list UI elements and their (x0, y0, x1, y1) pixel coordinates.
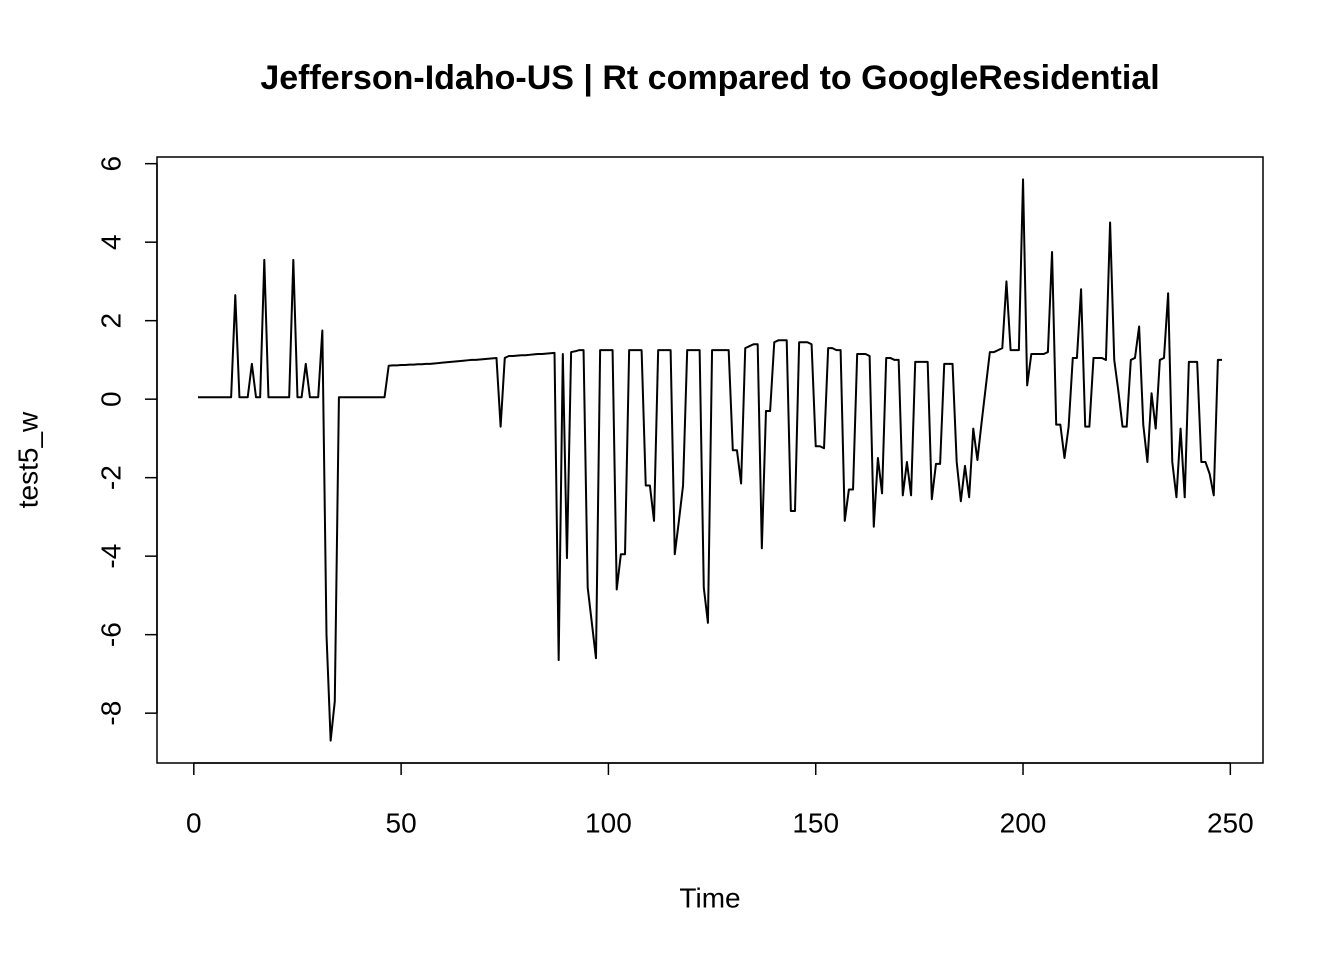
y-tick-label: 4 (95, 234, 126, 250)
y-tick-label: 6 (95, 156, 126, 172)
y-axis-label: test5_w (12, 411, 43, 508)
y-tick-label: -2 (95, 465, 126, 490)
x-tick-label: 150 (792, 807, 839, 838)
chart-title: Jefferson-Idaho-US | Rt compared to Goog… (260, 59, 1159, 97)
y-tick-label: -6 (95, 622, 126, 647)
y-tick-label: -4 (95, 544, 126, 569)
x-tick-label: 200 (1000, 807, 1047, 838)
y-tick-label: 0 (95, 391, 126, 407)
y-tick-label: -8 (95, 701, 126, 726)
x-tick-label: 0 (186, 807, 202, 838)
x-tick-label: 50 (386, 807, 417, 838)
x-tick-label: 250 (1207, 807, 1254, 838)
x-axis-label: Time (679, 882, 740, 913)
y-tick-label: 2 (95, 313, 126, 329)
x-tick-label: 100 (585, 807, 632, 838)
series-line (197, 178, 1223, 742)
